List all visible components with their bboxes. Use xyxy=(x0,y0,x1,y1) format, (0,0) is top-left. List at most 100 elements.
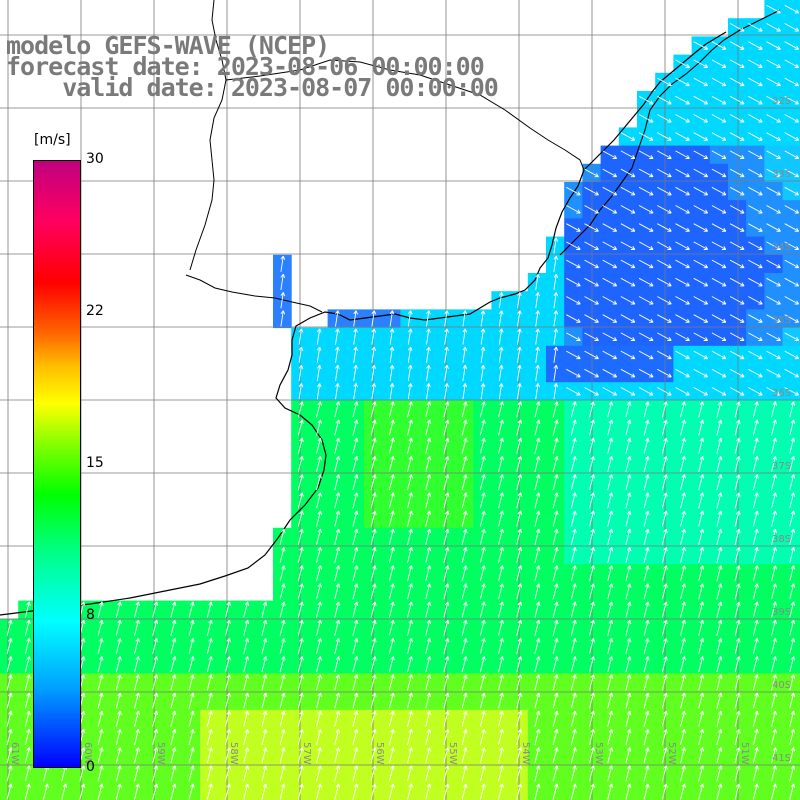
wind-arrow xyxy=(115,765,122,782)
wind-arrow xyxy=(553,237,559,254)
wind-arrow xyxy=(280,310,286,327)
wind-arrow xyxy=(425,619,432,636)
wind-arrow xyxy=(534,601,541,618)
wind-arrow xyxy=(643,747,650,764)
wind-arrow xyxy=(261,783,268,800)
wind-arrow xyxy=(675,132,690,141)
wind-arrow xyxy=(748,368,763,378)
wind-arrow xyxy=(534,728,541,746)
wind-arrow xyxy=(170,728,177,746)
wind-arrow xyxy=(479,528,486,545)
wind-arrow xyxy=(734,455,741,473)
wind-arrow xyxy=(748,332,763,341)
wind-arrow xyxy=(734,692,741,709)
wind-arrow xyxy=(498,637,504,655)
wind-arrow xyxy=(297,728,304,746)
wind-arrow xyxy=(784,205,800,214)
wind-arrow xyxy=(607,765,614,782)
wind-arrow xyxy=(297,656,304,673)
wind-arrow xyxy=(698,546,705,564)
wind-arrow xyxy=(370,619,377,636)
title-forecast-date: forecast date: 2023-08-06 00:00:00 xyxy=(6,52,485,81)
wind-arrow xyxy=(680,510,686,527)
wind-arrow xyxy=(638,277,654,287)
wind-arrow xyxy=(589,437,595,454)
wind-arrow xyxy=(625,583,632,600)
wind-arrow xyxy=(657,350,672,360)
wind-arrow xyxy=(553,255,559,272)
wind-arrow xyxy=(643,601,650,618)
wind-arrow xyxy=(589,546,595,564)
wind-arrow xyxy=(334,601,341,618)
wind-arrow xyxy=(607,619,614,636)
wind-arrow xyxy=(716,474,723,491)
wind-arrow xyxy=(516,619,523,636)
wind-arrow xyxy=(425,710,432,727)
wind-arrow xyxy=(188,728,195,746)
wind-arrow xyxy=(407,783,413,800)
wind-arrow xyxy=(297,692,304,709)
colorbar-unit: [m/s] xyxy=(34,132,71,148)
wind-arrow xyxy=(698,637,705,655)
wind-arrow xyxy=(370,419,377,436)
wind-arrow xyxy=(552,783,559,800)
wind-arrow xyxy=(479,656,486,673)
wind-arrow xyxy=(443,601,450,618)
wind-arrow xyxy=(784,277,800,287)
wind-arrow xyxy=(426,364,431,382)
wind-arrow xyxy=(584,259,599,269)
wind-arrow xyxy=(316,783,322,800)
wind-arrow xyxy=(516,455,523,473)
wind-arrow xyxy=(584,350,599,360)
wind-arrow xyxy=(789,619,796,636)
wind-arrow xyxy=(443,637,450,655)
wind-arrow xyxy=(443,583,450,600)
wind-arrow xyxy=(461,455,468,473)
wind-arrow xyxy=(693,132,709,141)
wind-arrow xyxy=(498,510,504,527)
wind-speed-cell xyxy=(782,782,800,800)
wind-arrow xyxy=(638,95,654,105)
wind-arrow xyxy=(298,383,304,400)
wind-arrow xyxy=(297,601,304,618)
wind-arrow xyxy=(261,710,268,727)
longitude-label: 57W xyxy=(301,742,312,765)
wind-arrow xyxy=(280,255,286,272)
wind-arrow xyxy=(297,765,304,782)
wind-arrow xyxy=(734,747,741,764)
wind-arrow xyxy=(279,565,286,582)
wind-arrow xyxy=(698,674,705,691)
wind-arrow xyxy=(693,314,709,323)
wind-arrow xyxy=(566,277,581,287)
wind-arrow xyxy=(752,474,759,491)
wind-arrow xyxy=(771,656,777,673)
wind-arrow xyxy=(620,168,636,178)
wind-arrow xyxy=(589,637,595,655)
wind-arrow xyxy=(789,474,796,491)
wind-arrow xyxy=(698,565,705,582)
wind-arrow xyxy=(407,765,413,782)
wind-arrow xyxy=(425,401,432,418)
wind-arrow xyxy=(771,419,777,436)
wind-arrow xyxy=(334,492,341,509)
wind-arrow xyxy=(766,168,781,178)
wind-arrow xyxy=(789,492,796,509)
wind-arrow xyxy=(766,387,781,396)
wind-arrow xyxy=(789,710,796,727)
wind-arrow xyxy=(766,223,781,232)
wind-arrow xyxy=(443,565,450,582)
wind-arrow xyxy=(752,510,759,527)
wind-arrow xyxy=(661,747,668,764)
wind-arrow xyxy=(316,710,322,727)
wind-arrow xyxy=(729,95,745,105)
wind-arrow xyxy=(766,95,781,105)
wind-arrow xyxy=(766,23,781,32)
wind-arrow xyxy=(589,783,595,800)
wind-arrow xyxy=(716,619,723,636)
wind-arrow xyxy=(388,419,395,436)
wind-arrow xyxy=(620,296,636,305)
wind-arrow xyxy=(716,710,723,727)
longitude-label: 53W xyxy=(593,742,604,765)
wind-arrow xyxy=(498,728,504,746)
